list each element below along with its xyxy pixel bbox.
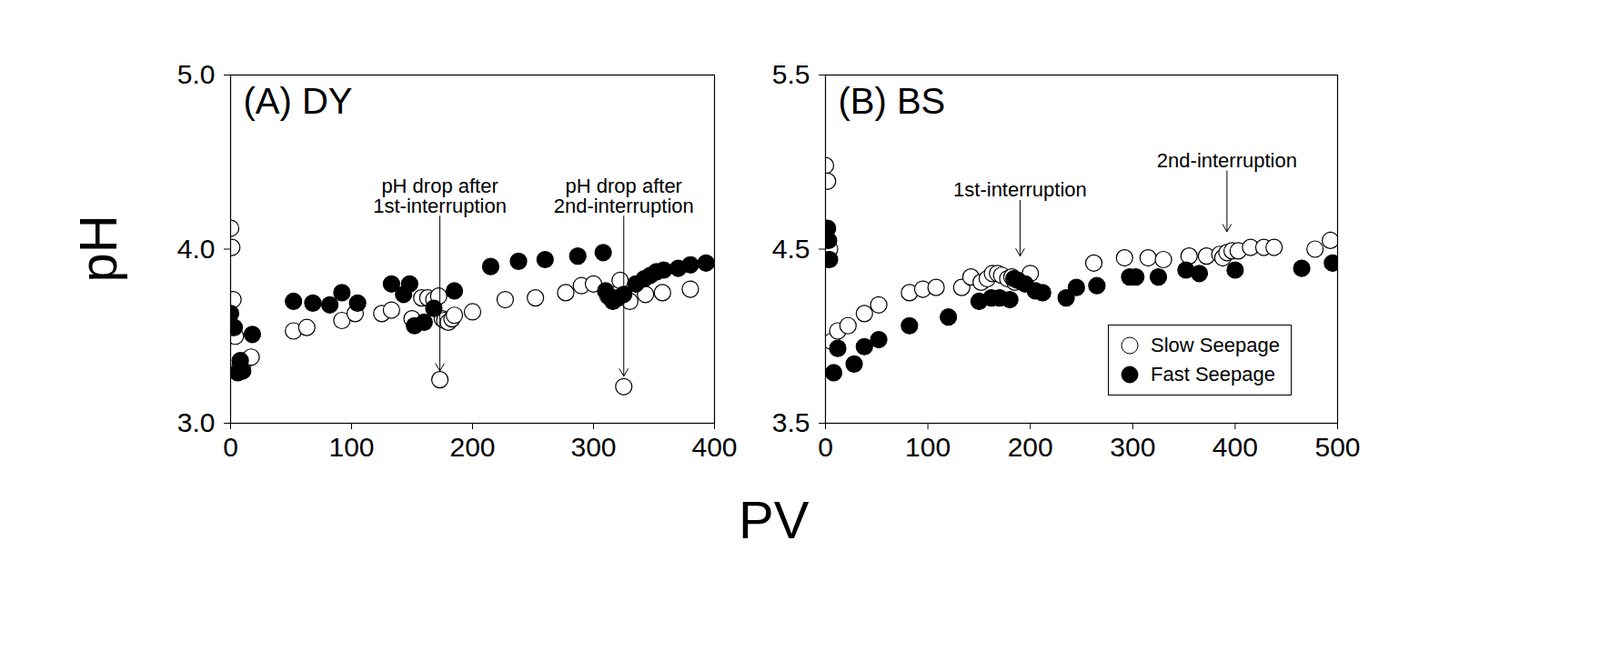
svg-text:3.5: 3.5 bbox=[772, 407, 811, 438]
svg-text:0: 0 bbox=[817, 432, 834, 463]
svg-text:5.0: 5.0 bbox=[177, 59, 216, 90]
svg-text:5.5: 5.5 bbox=[772, 59, 811, 90]
svg-text:500: 500 bbox=[1314, 432, 1360, 463]
svg-text:400: 400 bbox=[691, 432, 737, 463]
svg-text:(B) BS: (B) BS bbox=[838, 80, 946, 121]
html-text:pH: pH bbox=[67, 214, 127, 283]
html-text:Fast Seepage: Fast Seepage bbox=[1150, 362, 1276, 386]
svg-text:1st-interruption: 1st-interruption bbox=[953, 178, 1087, 202]
svg-text:pH drop after2nd-interruption: pH drop after2nd-interruption bbox=[553, 174, 695, 218]
svg-text:(A) DY: (A) DY bbox=[243, 80, 353, 121]
svg-text:300: 300 bbox=[570, 432, 616, 463]
svg-text:2nd-interruption: 2nd-interruption bbox=[1157, 149, 1298, 172]
svg-text:300: 300 bbox=[1109, 432, 1156, 463]
html-text:PV: PV bbox=[738, 490, 810, 550]
html-text:Slow Seepage: Slow Seepage bbox=[1150, 333, 1280, 357]
svg-text:100: 100 bbox=[328, 432, 374, 463]
svg-text:200: 200 bbox=[449, 432, 495, 463]
svg-text:0: 0 bbox=[222, 432, 239, 463]
svg-text:200: 200 bbox=[1007, 432, 1054, 463]
svg-text:400: 400 bbox=[1212, 432, 1258, 463]
svg-text:3.0: 3.0 bbox=[177, 407, 216, 438]
svg-text:pH drop after1st-interruption: pH drop after1st-interruption bbox=[372, 174, 507, 218]
svg-text:4.0: 4.0 bbox=[177, 233, 216, 264]
svg-text:100: 100 bbox=[905, 432, 951, 463]
svg-text:4.5: 4.5 bbox=[772, 233, 811, 264]
